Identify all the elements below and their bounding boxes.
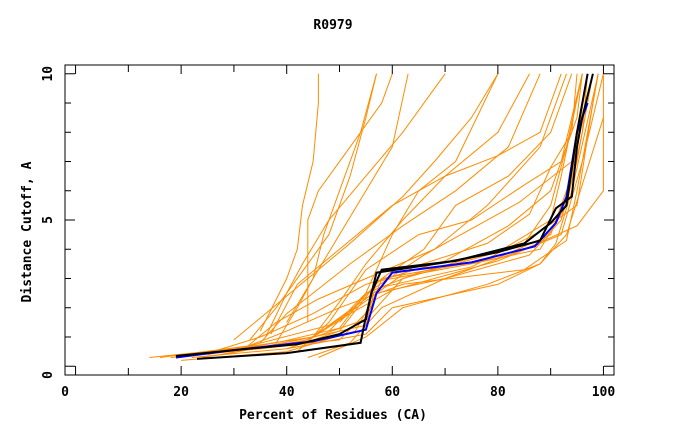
- y-axis-label: Distance Cutoff, A: [20, 161, 35, 302]
- model-curve: [191, 73, 599, 358]
- model-curve: [296, 73, 583, 352]
- model-curve: [307, 73, 393, 323]
- reference-curve: [196, 73, 594, 360]
- model-curve: [233, 73, 599, 353]
- model-curve: [270, 73, 562, 335]
- highlight-curve: [175, 102, 589, 359]
- model-curve: [170, 73, 589, 358]
- series-group: [149, 73, 604, 361]
- model-curve: [223, 73, 604, 355]
- model-curve: [307, 73, 604, 358]
- tick-labels: 0 20 40 60 80 100 0 5 10: [41, 66, 615, 400]
- model-curve: [312, 73, 530, 338]
- y-tick-label: 10: [41, 66, 56, 82]
- x-axis-label: Percent of Residues (CA): [239, 408, 427, 423]
- x-tick-label: 100: [592, 385, 616, 400]
- model-curve: [286, 73, 409, 323]
- chart-title: R0979: [313, 18, 352, 33]
- model-curve: [265, 73, 446, 338]
- model-curve: [318, 117, 604, 358]
- y-tick-label: 5: [41, 216, 56, 224]
- y-tick-label: 0: [41, 371, 56, 379]
- model-curve: [259, 73, 319, 332]
- axis-ticks: [65, 65, 614, 375]
- x-tick-label: 0: [61, 385, 69, 400]
- model-curve: [233, 73, 499, 341]
- model-curve: [249, 73, 377, 341]
- x-tick-label: 20: [173, 385, 189, 400]
- x-tick-label: 60: [384, 385, 400, 400]
- x-tick-label: 40: [279, 385, 295, 400]
- model-curve: [212, 73, 583, 353]
- model-curve: [207, 73, 583, 355]
- model-curve: [202, 73, 578, 358]
- model-curve: [159, 73, 599, 358]
- reference-curve: [175, 73, 589, 357]
- x-tick-label: 80: [490, 385, 506, 400]
- model-curve: [244, 73, 567, 350]
- model-curve: [181, 73, 594, 361]
- model-curve: [328, 73, 499, 332]
- model-curve: [339, 73, 573, 323]
